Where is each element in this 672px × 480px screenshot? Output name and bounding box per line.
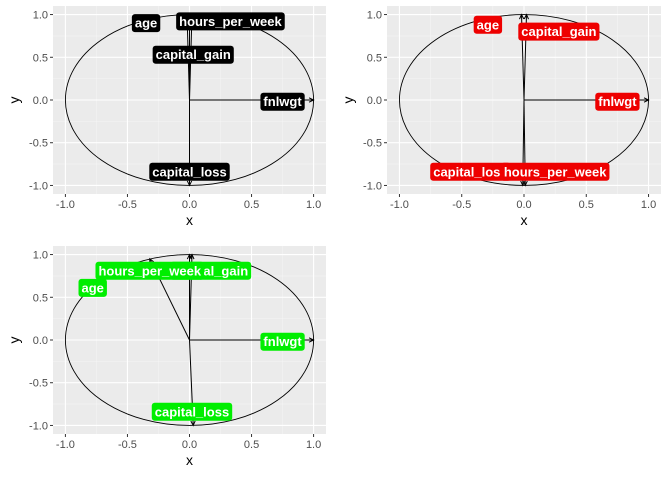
y-tick-label: 0.0 (367, 95, 382, 107)
x-tick-label: 0.5 (244, 439, 259, 451)
label-hours-per-week: hours_per_week (500, 162, 610, 181)
y-tick-label: 1.0 (33, 250, 48, 262)
svg-text:hours_per_week: hours_per_week (179, 14, 282, 29)
x-tick-label: -1.0 (56, 199, 75, 211)
chart-panel-1: -1.0 -0.5 0.0 0.5 1.0 -1.0 -0.5 0.0 0.5 1.0 x y age h… (6, 6, 326, 228)
y-tick-label: -1.0 (363, 180, 382, 192)
svg-text:capital_loss: capital_loss (152, 164, 226, 179)
y-tick-label: 1.0 (33, 10, 48, 22)
x-tick-label: -1.0 (390, 199, 409, 211)
y-tick-label: -0.5 (29, 378, 48, 390)
label-capital-gain: capital_gain (152, 45, 234, 64)
label-fnlwgt: fnlwgt (260, 332, 305, 351)
y-tick-label: 0.0 (33, 95, 48, 107)
y-tick-label: 0.0 (33, 335, 48, 347)
label-age: age (131, 14, 161, 33)
svg-text:fnlwgt: fnlwgt (598, 94, 637, 109)
svg-text:hours_per_week: hours_per_week (504, 164, 607, 179)
y-tick-label: -0.5 (363, 138, 382, 150)
y-tick-label: -0.5 (29, 138, 48, 150)
svg-text:age: age (477, 17, 499, 32)
x-axis-title: x (521, 212, 528, 228)
x-tick-label: 0.0 (182, 199, 197, 211)
x-tick-label: 0.5 (244, 199, 259, 211)
label-fnlwgt: fnlwgt (260, 92, 305, 111)
y-tick-label: 1.0 (367, 10, 382, 22)
y-tick-label: 0.5 (33, 52, 48, 64)
x-tick-label: 1.0 (306, 199, 321, 211)
svg-text:age: age (135, 16, 157, 31)
x-axis-title: x (186, 212, 193, 228)
svg-text:capital_gain: capital_gain (156, 47, 231, 62)
x-tick-label: 0.0 (516, 199, 531, 211)
x-tick-label: -0.5 (118, 199, 137, 211)
x-axis-title: x (186, 452, 193, 468)
svg-text:capital_loss: capital_loss (433, 164, 507, 179)
chart-panel-2: -1.0 -0.5 0.0 0.5 1.0 -1.0 -0.5 0.0 0.5 1.0 x y age c… (340, 6, 661, 228)
label-fnlwgt: fnlwgt (595, 92, 640, 111)
y-tick-label: -1.0 (29, 420, 48, 432)
chart-panel-3: -1.0 -0.5 0.0 0.5 1.0 -1.0 -0.5 0.0 0.5 1.0 x y capi… (6, 246, 326, 468)
x-tick-label: -1.0 (56, 439, 75, 451)
svg-text:fnlwgt: fnlwgt (263, 334, 302, 349)
x-tick-label: 0.5 (579, 199, 594, 211)
svg-text:capital_gain: capital_gain (521, 24, 596, 39)
label-age: age (473, 15, 503, 34)
svg-text:age: age (82, 280, 104, 295)
label-hours-per-week: hours_per_week (95, 261, 205, 280)
label-capital-loss: capital_loss (151, 402, 233, 421)
y-tick-label: 0.5 (33, 292, 48, 304)
label-capital-loss: capital_loss (430, 162, 511, 181)
label-capital-gain: capital_gain (518, 22, 600, 41)
label-hours-per-week: hours_per_week (176, 12, 285, 31)
svg-text:hours_per_week: hours_per_week (98, 263, 201, 278)
svg-text:capital_loss: capital_loss (155, 404, 229, 419)
y-tick-label: 0.5 (367, 52, 382, 64)
y-axis-title: y (6, 337, 22, 344)
x-tick-label: 0.0 (182, 439, 197, 451)
x-tick-label: -0.5 (452, 199, 471, 211)
y-axis-title: y (6, 97, 22, 104)
label-age: age (78, 278, 107, 297)
svg-text:fnlwgt: fnlwgt (263, 94, 302, 109)
y-axis-title: y (340, 97, 356, 104)
x-tick-label: 1.0 (641, 199, 656, 211)
x-tick-label: -0.5 (118, 439, 137, 451)
label-capital-loss: capital_loss (149, 162, 230, 181)
y-tick-label: -1.0 (29, 180, 48, 192)
x-tick-label: 1.0 (306, 439, 321, 451)
